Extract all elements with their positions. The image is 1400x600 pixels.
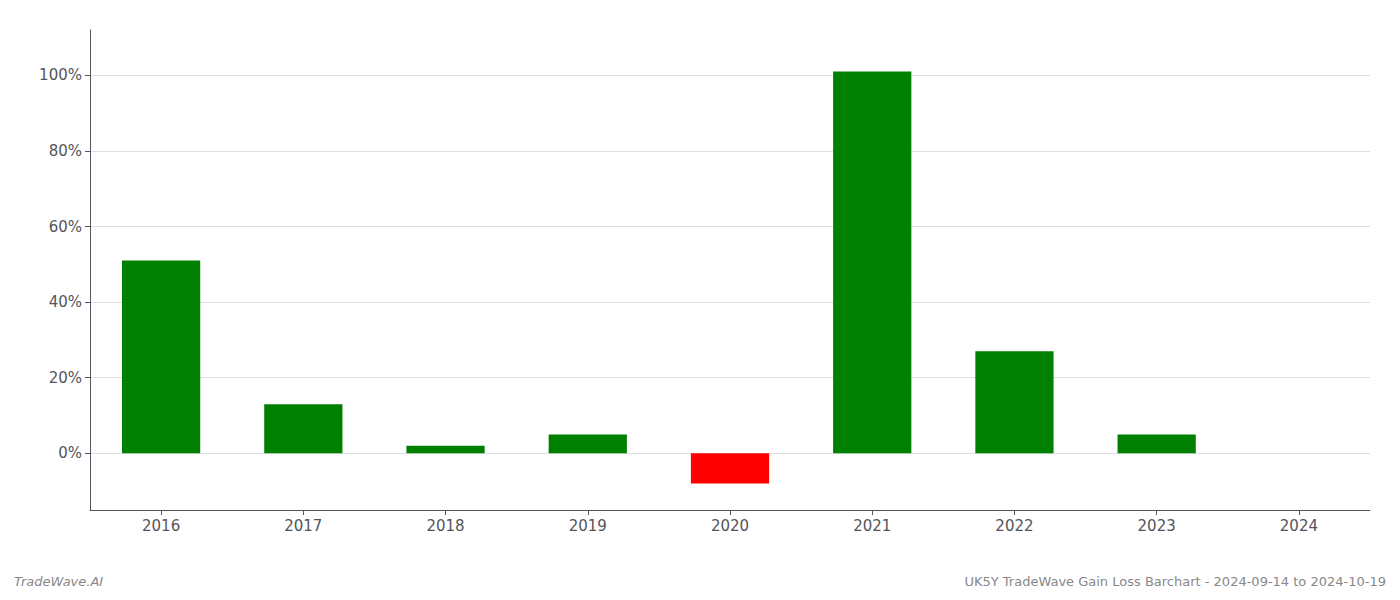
svg-text:100%: 100% [39,66,82,84]
svg-text:2021: 2021 [853,517,891,535]
svg-text:60%: 60% [49,218,82,236]
svg-text:2018: 2018 [426,517,464,535]
svg-text:40%: 40% [49,293,82,311]
svg-text:2024: 2024 [1280,517,1318,535]
svg-text:20%: 20% [49,369,82,387]
svg-text:2017: 2017 [284,517,322,535]
svg-text:2016: 2016 [142,517,180,535]
svg-text:TradeWave.AI: TradeWave.AI [14,574,103,589]
svg-text:2023: 2023 [1138,517,1176,535]
svg-text:0%: 0% [58,444,82,462]
svg-text:80%: 80% [49,142,82,160]
svg-text:2019: 2019 [569,517,607,535]
svg-text:UK5Y TradeWave Gain Loss Barch: UK5Y TradeWave Gain Loss Barchart - 2024… [964,574,1386,589]
svg-text:2022: 2022 [995,517,1033,535]
svg-text:2020: 2020 [711,517,749,535]
